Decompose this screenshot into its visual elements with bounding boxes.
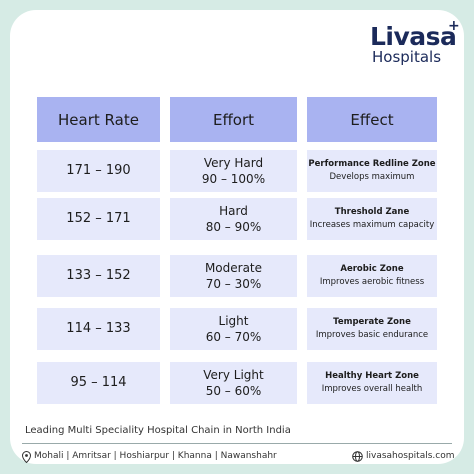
globe-icon (352, 451, 363, 462)
effect-text: Increases maximum capacity (309, 220, 435, 230)
effect-cell: Aerobic Zone Improves aerobic fitness (307, 255, 437, 297)
rate: 95 – 114 (70, 375, 127, 390)
rate: 133 – 152 (66, 268, 131, 283)
website[interactable]: livasahospitals.com (366, 451, 455, 461)
logo-name: Livasa (370, 22, 457, 51)
effort-line: 50 – 60% (205, 384, 262, 398)
zone-name: Temperate Zone (333, 317, 411, 327)
header-cell: Effect (307, 97, 437, 142)
rate-cell: 114 – 133 (37, 308, 160, 350)
header-cell: Heart Rate (37, 97, 160, 142)
rate: 152 – 171 (66, 211, 131, 226)
rate-cell: 95 – 114 (37, 362, 160, 404)
divider (22, 443, 452, 444)
zone-name: Performance Redline Zone (308, 159, 436, 169)
effort-line: 90 – 100% (201, 172, 266, 186)
pin-icon (22, 451, 31, 463)
effort-line: 80 – 90% (205, 220, 262, 234)
zone-name: Threshold Zane (334, 207, 410, 217)
rate-cell: 171 – 190 (37, 150, 160, 192)
effort-line: Light (218, 314, 249, 328)
effect-text: Improves overall health (321, 384, 423, 394)
rate: 171 – 190 (66, 163, 131, 178)
effect-text: Improves aerobic fitness (319, 277, 425, 287)
header-cell: Effort (170, 97, 297, 142)
effect-text: Develops maximum (329, 172, 415, 182)
effect-cell: Temperate Zone Improves basic endurance (307, 308, 437, 350)
effect-cell: Performance Redline Zone Develops maximum (307, 150, 437, 192)
rate-cell: 152 – 171 (37, 198, 160, 240)
zone-name: Aerobic Zone (340, 264, 404, 274)
effort-cell: Moderate 70 – 30% (170, 255, 297, 297)
effort-line: 70 – 30% (205, 277, 262, 291)
logo-subtitle: Hospitals (372, 48, 442, 66)
effort-line: Moderate (204, 261, 263, 275)
logo-plus: + (448, 18, 460, 34)
rate: 114 – 133 (66, 321, 131, 336)
zone-name: Healthy Heart Zone (325, 371, 419, 381)
effort-line: Hard (219, 204, 248, 218)
effect-cell: Healthy Heart Zone Improves overall healt… (307, 362, 437, 404)
effort-cell: Very Hard 90 – 100% (170, 150, 297, 192)
effort-cell: Light 60 – 70% (170, 308, 297, 350)
locations: Mohali | Amritsar | Hoshiarpur | Khanna … (34, 451, 277, 461)
effort-cell: Very Light 50 – 60% (170, 362, 297, 404)
tagline: Leading Multi Speciality Hospital Chain … (25, 425, 291, 436)
effort-line: Very Hard (203, 156, 264, 170)
effort-line: Very Light (203, 368, 264, 382)
effect-cell: Threshold Zane Increases maximum capacity (307, 198, 437, 240)
rate-cell: 133 – 152 (37, 255, 160, 297)
effort-cell: Hard 80 – 90% (170, 198, 297, 240)
effect-text: Improves basic endurance (315, 330, 429, 340)
effort-line: 60 – 70% (205, 330, 262, 344)
